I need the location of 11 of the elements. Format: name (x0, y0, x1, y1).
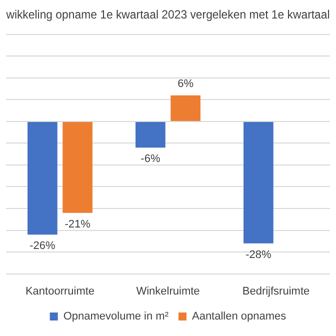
data-label: -6% (140, 153, 160, 166)
data-label: 6% (178, 78, 194, 90)
data-label: -28% (246, 248, 272, 261)
x-tick-label: Winkelruimte (136, 285, 200, 298)
chart-title: wikkeling opname 1e kwartaal 2023 vergeleken met 1e kwartaal (5, 8, 330, 22)
legend-label: Aantallen opnames (192, 310, 287, 323)
data-label: -21% (64, 218, 91, 230)
legend-label: Opnamevolume in m² (63, 310, 169, 323)
x-tick-label: Kantoorruimte (25, 285, 95, 298)
x-tick-label: Bedrijfsruimte (242, 285, 310, 298)
data-label: -26% (30, 240, 56, 252)
